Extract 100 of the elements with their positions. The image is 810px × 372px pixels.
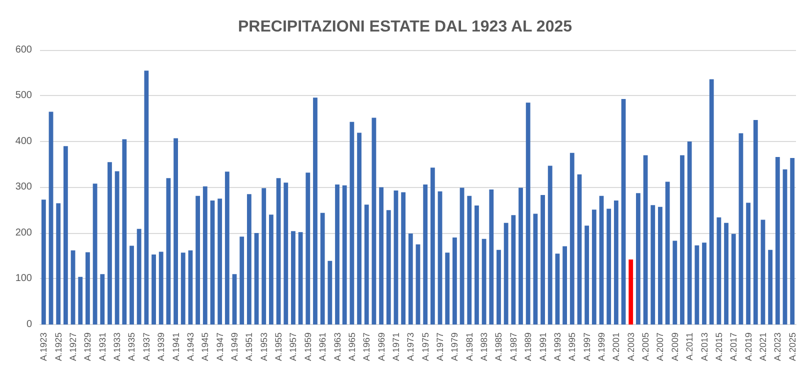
bar — [276, 178, 281, 324]
x-tick-label: A.1971 — [390, 332, 401, 362]
bar — [614, 200, 618, 324]
bar — [180, 252, 186, 324]
x-tick-label: A.1939 — [156, 332, 166, 362]
x-tick-label: A.1925 — [53, 332, 64, 362]
x-tick-label: A.1995 — [567, 332, 578, 362]
x-tick-label: A.1937 — [141, 332, 152, 362]
bar — [687, 141, 692, 324]
bar — [731, 234, 736, 324]
bar — [386, 210, 391, 324]
bar — [540, 195, 545, 324]
bar — [526, 102, 530, 324]
bar — [474, 206, 479, 324]
bar — [218, 198, 222, 324]
x-tick-label: A.1929 — [82, 332, 93, 362]
x-tick-label: A.1975 — [420, 332, 430, 362]
x-tick-label: A.2015 — [714, 332, 724, 362]
bar — [166, 178, 171, 324]
bar — [306, 172, 310, 324]
bar — [342, 185, 347, 324]
bar — [438, 191, 442, 324]
bar — [202, 186, 208, 324]
bar — [738, 133, 744, 324]
x-tick-label: A.2003 — [626, 332, 636, 362]
bar — [328, 260, 332, 324]
bar — [394, 190, 398, 324]
bar — [246, 194, 252, 324]
x-tick-label: A.1973 — [406, 332, 416, 362]
bar — [760, 220, 766, 324]
bar — [599, 196, 604, 324]
bar — [636, 193, 640, 324]
x-tick-label: A.1985 — [494, 332, 504, 362]
bar — [665, 182, 670, 324]
bar — [63, 146, 68, 324]
bar — [452, 238, 457, 324]
bar — [460, 188, 464, 324]
bar — [570, 152, 574, 324]
x-tick-label: A.1999 — [596, 332, 606, 362]
x-tick-label: A.2017 — [728, 332, 739, 362]
x-tick-label: A.1993 — [552, 332, 562, 362]
y-tick-label: 300 — [15, 182, 32, 193]
bar — [496, 250, 501, 324]
bar — [254, 232, 259, 324]
x-tick-label: A.1957 — [288, 332, 298, 362]
bar — [592, 210, 596, 324]
bar — [768, 250, 773, 324]
bar — [174, 138, 178, 324]
bar — [48, 112, 54, 324]
bar — [504, 222, 508, 324]
x-tick-label: A.2011 — [684, 332, 695, 360]
x-tick-label: A.1959 — [302, 332, 313, 362]
bar — [672, 240, 678, 324]
bar — [753, 120, 758, 324]
x-tick-label: A.1955 — [274, 332, 284, 362]
bar — [416, 244, 420, 324]
bar — [92, 184, 98, 324]
bar — [224, 172, 230, 324]
bar — [122, 139, 127, 324]
x-tick-label: A.2021 — [758, 332, 768, 362]
x-tick-label: A.1991 — [538, 332, 548, 362]
x-tick-label: A.1981 — [464, 332, 474, 362]
bar — [100, 274, 105, 324]
x-tick-label: A.1943 — [185, 332, 196, 362]
y-tick-label: 100 — [15, 273, 32, 284]
bar — [650, 205, 656, 324]
bar — [548, 166, 552, 324]
bar — [746, 202, 750, 324]
bar — [423, 184, 428, 324]
bar — [364, 204, 369, 324]
bar — [709, 79, 714, 324]
bar — [152, 254, 156, 324]
x-tick-label: A.2005 — [640, 332, 651, 362]
bar — [782, 169, 788, 324]
bar — [284, 182, 288, 324]
bar — [467, 196, 472, 324]
bar — [136, 228, 142, 324]
bar — [694, 245, 700, 324]
y-tick-label: 500 — [15, 90, 32, 102]
bar — [628, 260, 634, 324]
x-tick-label: A.2019 — [743, 332, 754, 362]
x-tick-label: A.1933 — [112, 332, 122, 362]
bar — [724, 222, 728, 324]
bar — [430, 168, 435, 324]
y-tick-label: 0 — [26, 318, 32, 330]
bar — [41, 200, 46, 324]
bar — [482, 238, 486, 324]
x-tick-label: A.1979 — [450, 332, 460, 362]
x-tick-label: A.1935 — [126, 332, 137, 362]
bar — [621, 98, 626, 324]
bar — [158, 252, 164, 324]
y-tick-label: 600 — [15, 44, 32, 56]
x-tick-label: A.1949 — [230, 332, 240, 362]
x-tick-label: A.1989 — [523, 332, 534, 362]
bar — [240, 236, 244, 324]
bar — [70, 250, 76, 324]
bar — [357, 132, 362, 324]
bar — [489, 190, 494, 324]
bar — [584, 226, 590, 324]
x-tick-label: A.1967 — [362, 332, 372, 362]
